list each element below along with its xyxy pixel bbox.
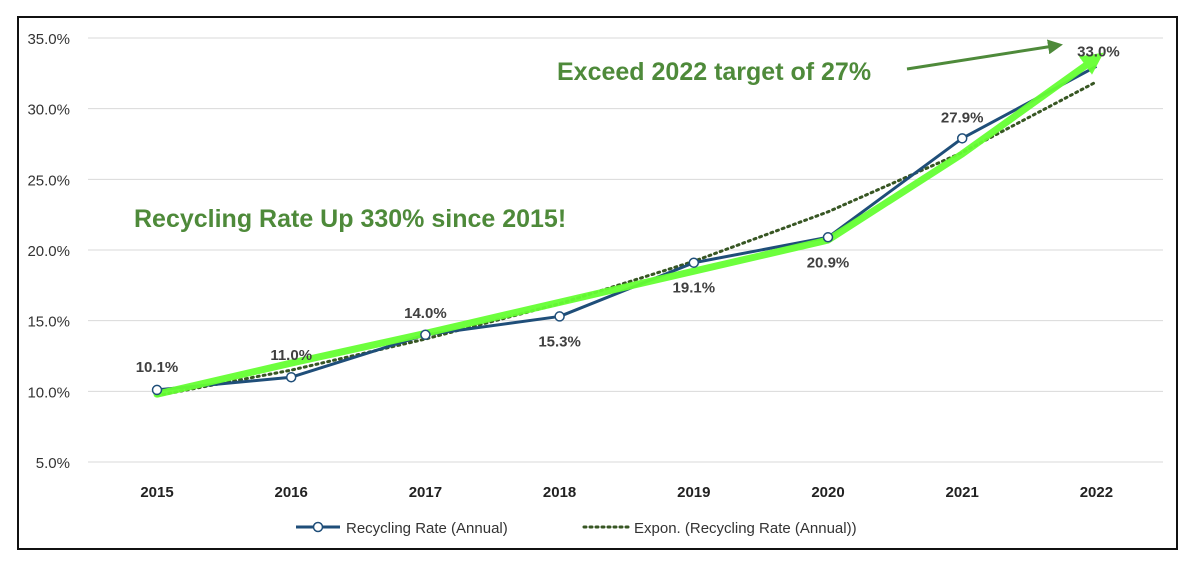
data-point: [554, 311, 565, 322]
data-labels: 10.1% 11.0% 14.0% 15.3% 19.1% 20.9% 27.9% 33.0%: [136, 43, 1120, 376]
x-tick-label: 2015: [140, 484, 173, 501]
y-tick-label: 30.0%: [27, 102, 70, 119]
annotations: Exceed 2022 target of 27% Recycling Rate …: [134, 39, 1063, 233]
trendline-path: [155, 80, 1098, 398]
y-tick-label: 35.0%: [27, 31, 70, 48]
x-tick-label: 2019: [677, 484, 710, 501]
y-tick-label: 20.0%: [27, 243, 70, 260]
data-label: 11.0%: [270, 347, 312, 364]
x-axis-ticks: 2015 2016 2017 2018 2019 2020 2021 2022: [140, 484, 1113, 501]
legend: Recycling Rate (Annual) Expon. (Recycling…: [296, 520, 857, 537]
y-tick-label: 15.0%: [27, 314, 70, 331]
data-label: 15.3%: [538, 333, 581, 350]
x-tick-label: 2022: [1080, 484, 1113, 501]
y-tick-label: 25.0%: [27, 172, 70, 189]
x-tick-label: 2020: [811, 484, 844, 501]
y-axis-ticks: 5.0% 10.0% 15.0% 20.0% 25.0% 30.0% 35.0%: [27, 31, 70, 472]
y-tick-label: 5.0%: [36, 455, 70, 472]
data-point: [956, 133, 968, 144]
gridlines: [88, 37, 1163, 463]
data-point: [420, 329, 431, 341]
target-annotation: Exceed 2022 target of 27%: [557, 58, 871, 86]
data-label: 14.0%: [404, 305, 447, 322]
data-label: 27.9%: [941, 109, 984, 126]
data-label: 19.1%: [673, 280, 716, 297]
data-label: 20.9%: [807, 254, 850, 271]
exponential-trendline: [155, 80, 1098, 398]
data-markers: [151, 133, 968, 396]
data-label: 10.1%: [136, 359, 179, 376]
data-label: 33.0%: [1077, 43, 1120, 60]
legend-label-series: Recycling Rate (Annual): [346, 520, 508, 537]
data-point: [822, 232, 834, 243]
legend-marker: [312, 521, 324, 533]
data-point: [151, 384, 163, 396]
data-point: [285, 371, 297, 383]
highlight-line: [153, 52, 1104, 398]
x-tick-label: 2021: [946, 484, 979, 501]
y-tick-label: 10.0%: [27, 384, 70, 401]
x-tick-label: 2017: [409, 484, 442, 501]
highlight-trend-arrow: [153, 52, 1104, 398]
chart-frame: [17, 16, 1178, 550]
x-tick-label: 2016: [275, 484, 308, 501]
legend-label-trend: Expon. (Recycling Rate (Annual)): [634, 520, 857, 537]
x-tick-label: 2018: [543, 484, 576, 501]
growth-annotation: Recycling Rate Up 330% since 2015!: [134, 205, 566, 233]
data-point: [688, 257, 700, 268]
annotation-arrow: [906, 39, 1063, 71]
